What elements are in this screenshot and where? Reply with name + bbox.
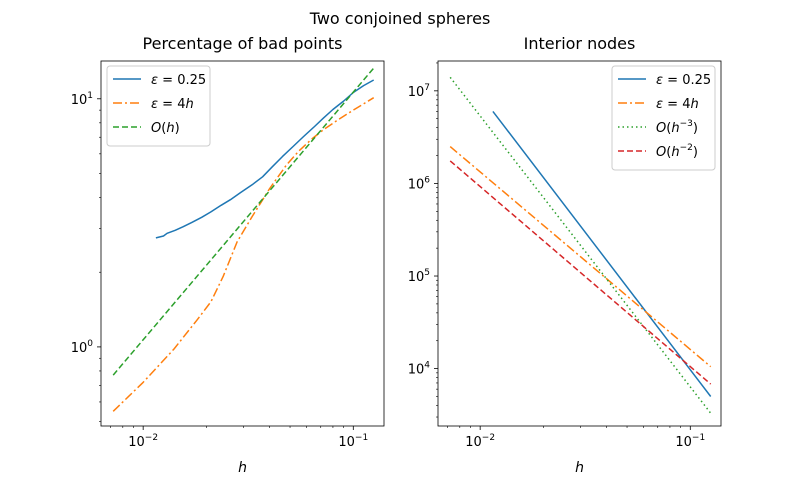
series-line-3 [449,76,712,414]
legend-label-2: ε = 4h [656,97,699,112]
series-line-3 [112,67,375,376]
series-line-2 [449,146,712,368]
legend-label-1: ε = 0.25 [656,73,711,88]
chart-title: Percentage of bad points [143,34,343,53]
series-group [112,67,375,412]
figure-title: Two conjoined spheres [309,9,491,28]
y-tick-label: 105 [408,268,430,285]
y-tick-label: 107 [408,83,430,100]
x-tick-label: 10−2 [128,433,158,450]
series-line-2 [112,97,375,412]
axes-frame [437,60,722,427]
series-line-1 [492,110,712,397]
x-tick-label: 10−1 [338,433,368,450]
legend-label-2: ε = 4h [151,97,194,112]
chart-panel-2: Interior nodes 10−2 10−1 104 105 106 107 h ε = 0… [408,34,722,476]
y-tick-label: 104 [408,361,431,378]
x-axis-label: h [575,460,584,476]
y-tick-label: 106 [408,175,431,192]
legend-label-1: ε = 0.25 [151,73,206,88]
legend-label-3: O(h−3) [656,119,698,136]
legend-label-3: O(h) [151,121,180,136]
legend-label-4: O(h−2) [656,143,698,160]
legend-box [106,65,211,147]
series-line-1 [155,79,375,239]
y-tick-label: 101 [71,91,93,108]
series-line-4 [449,160,712,385]
x-tick-label: 10−1 [675,433,705,450]
y-tick-label: 100 [71,339,94,356]
axes-frame [100,60,385,427]
legend-box [611,65,716,171]
legend: ε = 0.25 ε = 4h O(h) [106,65,211,147]
x-tick-label: 10−2 [465,433,495,450]
x-axis-label: h [238,460,247,476]
chart-title: Interior nodes [524,34,636,53]
series-group [449,76,712,414]
legend: ε = 0.25 ε = 4h O(h−3) O(h−2) [611,65,716,171]
chart-panel-1: Percentage of bad points 10−2 10−1 100 101 h ε… [71,34,385,476]
